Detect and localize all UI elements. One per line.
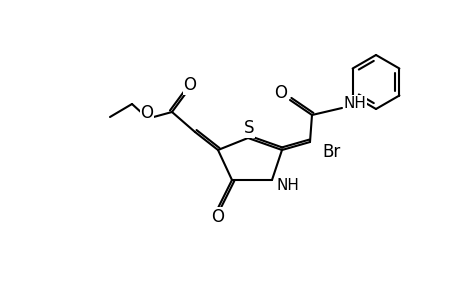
- Text: NH: NH: [343, 95, 366, 110]
- Text: O: O: [211, 208, 224, 226]
- Text: O: O: [274, 84, 287, 102]
- Text: O: O: [183, 76, 196, 94]
- Text: O: O: [140, 104, 153, 122]
- Text: S: S: [243, 119, 254, 137]
- Text: Br: Br: [322, 143, 341, 161]
- Text: NH: NH: [276, 178, 299, 193]
